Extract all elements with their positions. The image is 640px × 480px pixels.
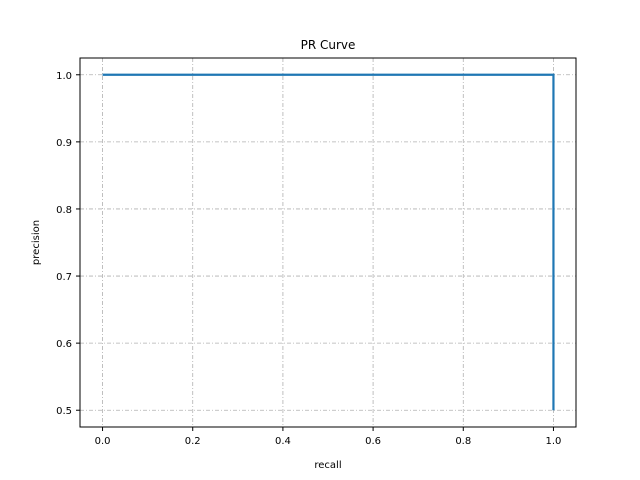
pr-curve-line — [102, 73, 555, 411]
y-tick-label: 0.8 — [56, 205, 72, 216]
y-axis-label: precision — [31, 220, 42, 265]
chart-title: PR Curve — [301, 38, 356, 52]
x-axis-ticks: 0.0 0.2 0.4 0.6 0.8 1.0 — [95, 427, 562, 447]
x-tick-label: 0.0 — [95, 436, 111, 447]
axes-frame — [79, 57, 577, 428]
x-tick-label: 0.6 — [365, 436, 381, 447]
y-tick-label: 0.7 — [56, 272, 72, 283]
y-tick-label: 1.0 — [56, 71, 72, 82]
x-axis-label: recall — [314, 460, 341, 471]
x-tick-label: 0.2 — [185, 436, 201, 447]
x-tick-label: 0.8 — [455, 436, 471, 447]
y-tick-label: 0.5 — [56, 406, 72, 417]
x-tick-label: 0.4 — [275, 436, 291, 447]
series-layer — [102, 73, 555, 411]
y-tick-label: 0.9 — [56, 138, 72, 149]
y-tick-label: 0.6 — [56, 339, 72, 350]
y-axis-ticks: 0.5 0.6 0.7 0.8 0.9 1.0 — [56, 71, 80, 417]
x-tick-label: 1.0 — [546, 436, 562, 447]
